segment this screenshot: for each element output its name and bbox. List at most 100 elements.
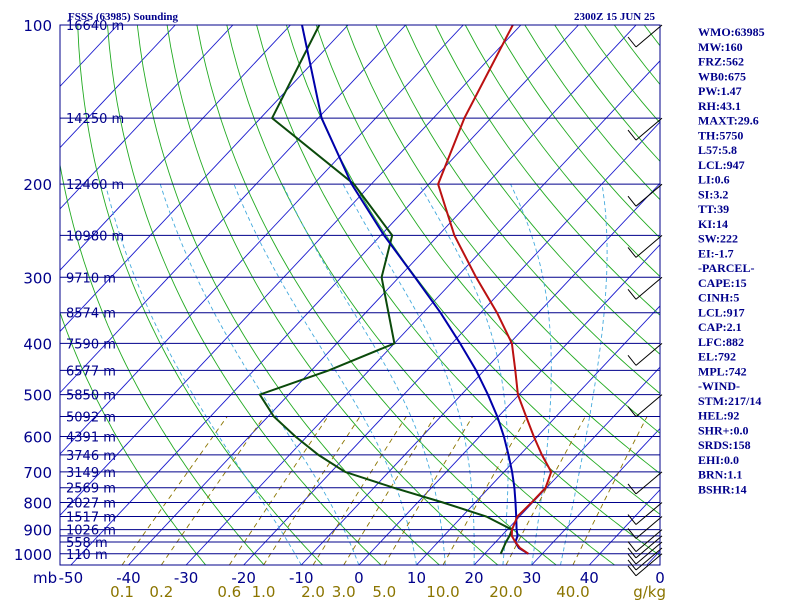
wind-barb-staff	[635, 541, 663, 565]
temperature-tick-label: -50	[59, 569, 84, 587]
pressure-unit-label: mb	[33, 569, 57, 587]
temperature-tick-label: 30	[522, 569, 541, 587]
wind-barb-flag	[627, 129, 637, 141]
temperature-tick-label: 10	[407, 569, 426, 587]
mixing-ratio-tick-label: 1.0	[252, 583, 276, 600]
height-label: 16640 m	[66, 19, 124, 34]
height-label: 2027 m	[66, 497, 116, 512]
mixing-ratio-tick-label: 0.1	[110, 583, 134, 600]
height-label: 2569 m	[66, 482, 116, 497]
height-label: 14250 m	[66, 112, 124, 127]
isotherm-line	[473, 366, 660, 565]
dry-adiabat-line	[77, 25, 323, 565]
index-entry: LI:0.6	[698, 173, 730, 187]
height-label: 110 m	[66, 548, 108, 563]
temperature-tick-label: -30	[174, 569, 199, 587]
index-entry: CAP:2.1	[698, 320, 742, 334]
temperature-tick-label: 0	[655, 569, 665, 587]
dry-adiabat-line	[405, 25, 660, 355]
index-entry: EI:-1.7	[698, 246, 734, 260]
mixing-ratio-line	[505, 416, 586, 565]
mixing-ratio-tick-label: 5.0	[372, 583, 396, 600]
wind-barb-staff	[635, 24, 663, 48]
index-entry: KI:14	[698, 217, 728, 231]
wind-barb-staff	[635, 394, 663, 417]
index-entry: PW:1.47	[698, 84, 742, 98]
mixing-ratio-tick-label: 0.2	[149, 583, 173, 600]
mixing-ratio-line	[442, 416, 528, 565]
moist-adiabat-line	[418, 183, 509, 565]
wind-barb-flag	[627, 541, 637, 552]
index-entry: SRDS:158	[698, 438, 751, 452]
dry-adiabat-line	[524, 25, 660, 201]
wind-barbs	[627, 24, 663, 577]
grid-lines	[0, 25, 800, 565]
dry-adiabat-line	[315, 25, 660, 475]
index-entry: RH:43.1	[698, 99, 741, 113]
wind-barb-staff	[635, 502, 663, 525]
isotherm-line	[60, 25, 176, 149]
pressure-tick-label: 700	[23, 464, 52, 482]
mixing-ratio-tick-label: 3.0	[332, 583, 356, 600]
height-label: 9710 m	[66, 271, 116, 286]
index-entry: TT:39	[698, 202, 729, 216]
pressure-tick-label: 600	[23, 428, 52, 446]
pressure-tick-label: 300	[23, 269, 52, 287]
wind-barb-staff	[635, 547, 663, 571]
wind-barb-flag	[627, 483, 637, 495]
isotherm-line	[185, 60, 660, 565]
moist-adiabat-line	[342, 183, 475, 565]
pressure-tick-label: 100	[23, 17, 52, 35]
height-label: 6577 m	[66, 364, 116, 379]
index-entry: WMO:63985	[698, 25, 765, 39]
wind-barb-flag	[627, 553, 637, 565]
isotherm-line	[0, 25, 2, 565]
isotherm-line	[60, 25, 464, 455]
dry-adiabat-line	[464, 25, 660, 278]
moist-adiabat-line	[510, 184, 552, 565]
index-entry: WB0:675	[698, 69, 746, 83]
wind-barb-flag	[627, 195, 637, 207]
dry-adiabat-line	[285, 25, 660, 515]
isotherm-line	[60, 25, 406, 394]
height-label: 3746 m	[66, 449, 116, 464]
height-label: 1517 m	[66, 510, 116, 525]
wind-barb-staff	[635, 235, 663, 258]
wind-barb-flag	[627, 565, 637, 577]
dry-adiabat-line	[226, 25, 615, 565]
wind-barb-staff	[635, 471, 663, 495]
index-entry: SW:222	[698, 232, 738, 246]
dry-adiabat-line	[345, 25, 660, 434]
mixing-ratio-line	[572, 416, 648, 565]
pressure-tick-label: 500	[23, 387, 52, 405]
height-label: 1026 m	[66, 524, 116, 539]
index-entry: LCL:917	[698, 305, 745, 319]
temperature-tick-label: -10	[289, 569, 314, 587]
wind-barb-flag	[627, 406, 637, 417]
isotherm-line	[60, 25, 349, 333]
wind-barb-flag	[627, 288, 637, 300]
wind-barb-flag	[627, 36, 637, 48]
index-entry: MW:160	[698, 40, 743, 54]
dry-adiabat-line	[60, 162, 265, 565]
dry-adiabat-line	[375, 25, 660, 395]
dry-adiabat-line	[763, 25, 800, 565]
index-entry: BRN:1.1	[698, 468, 742, 482]
height-label: 558 m	[66, 536, 108, 551]
isotherm-line	[60, 25, 234, 210]
mixing-ratio-line	[160, 416, 265, 565]
chart-title: FSSS (63985) Sounding	[68, 11, 179, 23]
parcel-line	[301, 25, 529, 555]
mixing-ratio-line	[263, 416, 361, 565]
mixing-ratio-tick-label: 2.0	[301, 583, 325, 600]
wind-barb-staff	[635, 516, 663, 539]
index-entry: STM:217/14	[698, 394, 761, 408]
mixing-ratio-tick-label: 10.0	[426, 583, 459, 600]
height-label: 7590 m	[66, 337, 116, 352]
wind-barb-staff	[635, 117, 663, 141]
isotherm-line	[243, 121, 660, 565]
wind-barb-flag	[627, 514, 637, 525]
wind-barb-staff	[635, 553, 663, 577]
